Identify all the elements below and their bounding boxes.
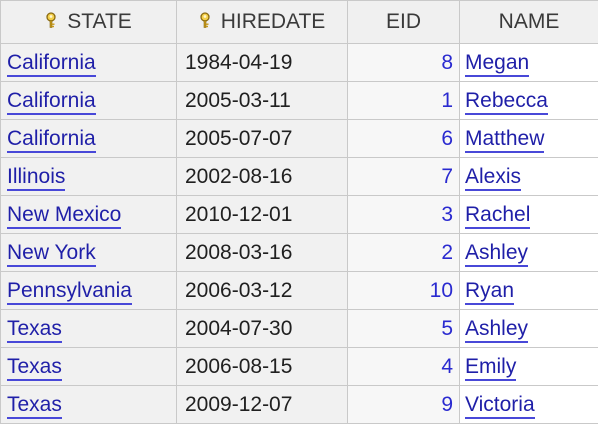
table-row[interactable]: California 2005-03-11 1 Rebecca — [0, 81, 598, 120]
table-row[interactable]: Texas 2009-12-07 9 Victoria — [0, 385, 598, 424]
cell-eid[interactable]: 3 — [347, 195, 460, 234]
name-link[interactable]: Rachel — [465, 202, 531, 229]
column-header-state[interactable]: STATE — [0, 0, 177, 44]
name-link[interactable]: Ashley — [465, 240, 529, 267]
cell-hiredate[interactable]: 2006-03-12 — [176, 271, 348, 310]
cell-hiredate[interactable]: 2004-07-30 — [176, 309, 348, 348]
cell-hiredate[interactable]: 2005-07-07 — [176, 119, 348, 158]
state-link[interactable]: Texas — [7, 392, 62, 419]
cell-eid[interactable]: 4 — [347, 347, 460, 386]
cell-state[interactable]: Texas — [0, 309, 177, 348]
cell-name[interactable]: Ryan — [459, 271, 598, 310]
table-row[interactable]: New Mexico 2010-12-01 3 Rachel — [0, 195, 598, 234]
state-link[interactable]: California — [7, 126, 96, 153]
cell-hiredate[interactable]: 2009-12-07 — [176, 385, 348, 424]
cell-eid[interactable]: 5 — [347, 309, 460, 348]
table-row[interactable]: California 2005-07-07 6 Matthew — [0, 119, 598, 158]
cell-eid[interactable]: 2 — [347, 233, 460, 272]
table-row[interactable]: Pennsylvania 2006-03-12 10 Ryan — [0, 271, 598, 310]
cell-eid[interactable]: 7 — [347, 157, 460, 196]
state-link[interactable]: New York — [7, 240, 96, 267]
column-header-eid[interactable]: EID — [347, 0, 460, 44]
table-row[interactable]: Illinois 2002-08-16 7 Alexis — [0, 157, 598, 196]
cell-name[interactable]: Victoria — [459, 385, 598, 424]
cell-state[interactable]: New Mexico — [0, 195, 177, 234]
cell-state[interactable]: Illinois — [0, 157, 177, 196]
cell-state[interactable]: Texas — [0, 385, 177, 424]
cell-name[interactable]: Megan — [459, 43, 598, 82]
cell-hiredate[interactable]: 2010-12-01 — [176, 195, 348, 234]
state-link[interactable]: Texas — [7, 316, 62, 343]
column-header-name[interactable]: NAME — [459, 0, 598, 44]
table-row[interactable]: California 1984-04-19 8 Megan — [0, 43, 598, 82]
column-header-label: NAME — [498, 10, 560, 33]
column-header-label: EID — [385, 10, 421, 33]
cell-state[interactable]: Texas — [0, 347, 177, 386]
table-row[interactable]: Texas 2004-07-30 5 Ashley — [0, 309, 598, 348]
name-link[interactable]: Rebecca — [465, 88, 548, 115]
column-header-hiredate[interactable]: HIREDATE — [176, 0, 348, 44]
cell-name[interactable]: Ashley — [459, 309, 598, 348]
cell-state[interactable]: California — [0, 119, 177, 158]
cell-state[interactable]: California — [0, 43, 177, 82]
cell-hiredate[interactable]: 2008-03-16 — [176, 233, 348, 272]
cell-state[interactable]: California — [0, 81, 177, 120]
cell-name[interactable]: Emily — [459, 347, 598, 386]
cell-eid[interactable]: 8 — [347, 43, 460, 82]
cell-hiredate[interactable]: 2002-08-16 — [176, 157, 348, 196]
name-link[interactable]: Megan — [465, 50, 530, 77]
grid-body: California 1984-04-19 8 Megan California… — [0, 43, 598, 424]
cell-hiredate[interactable]: 2006-08-15 — [176, 347, 348, 386]
state-link[interactable]: Illinois — [7, 164, 66, 191]
cell-hiredate[interactable]: 2005-03-11 — [176, 81, 348, 120]
header-row: STATE HIREDATE EID NAME — [0, 0, 598, 44]
state-link[interactable]: California — [7, 88, 96, 115]
cell-eid[interactable]: 10 — [347, 271, 460, 310]
key-icon — [199, 11, 211, 35]
column-header-label: HIREDATE — [220, 9, 326, 33]
column-header-label: STATE — [67, 9, 132, 33]
cell-hiredate[interactable]: 1984-04-19 — [176, 43, 348, 82]
cell-name[interactable]: Rachel — [459, 195, 598, 234]
name-link[interactable]: Ryan — [465, 278, 515, 305]
cell-name[interactable]: Rebecca — [459, 81, 598, 120]
cell-eid[interactable]: 1 — [347, 81, 460, 120]
cell-name[interactable]: Matthew — [459, 119, 598, 158]
table-row[interactable]: Texas 2006-08-15 4 Emily — [0, 347, 598, 386]
cell-state[interactable]: Pennsylvania — [0, 271, 177, 310]
cell-eid[interactable]: 6 — [347, 119, 460, 158]
name-link[interactable]: Victoria — [465, 392, 535, 419]
name-link[interactable]: Alexis — [465, 164, 522, 191]
cell-eid[interactable]: 9 — [347, 385, 460, 424]
state-link[interactable]: Pennsylvania — [7, 278, 132, 305]
cell-name[interactable]: Alexis — [459, 157, 598, 196]
name-link[interactable]: Matthew — [465, 126, 545, 153]
table-row[interactable]: New York 2008-03-16 2 Ashley — [0, 233, 598, 272]
cell-state[interactable]: New York — [0, 233, 177, 272]
state-link[interactable]: California — [7, 50, 96, 77]
state-link[interactable]: New Mexico — [7, 202, 122, 229]
name-link[interactable]: Emily — [465, 354, 517, 381]
state-link[interactable]: Texas — [7, 354, 62, 381]
key-icon — [45, 11, 57, 35]
cell-name[interactable]: Ashley — [459, 233, 598, 272]
name-link[interactable]: Ashley — [465, 316, 529, 343]
grid-header: STATE HIREDATE EID NAME — [0, 0, 598, 44]
